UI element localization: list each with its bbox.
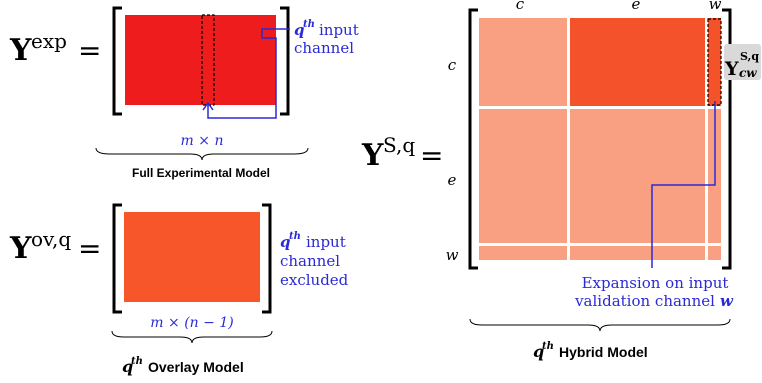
hybrid-block-we <box>570 246 705 260</box>
overlay-annotation-line1: input <box>306 233 346 251</box>
hybrid-block-ww <box>708 246 721 260</box>
hybrid-block-wc <box>479 246 567 260</box>
hybrid-cw-subscript: cw <box>739 66 757 80</box>
hybrid-cw-label: Y S,q cw <box>724 44 761 80</box>
overlay-model-equals: = <box>78 232 101 265</box>
overlay-caption-rest: Overlay Model <box>148 359 244 375</box>
overlay-caption-q: q <box>122 357 133 376</box>
full-annotation-line1: input <box>319 21 359 39</box>
overlay-model-brace <box>111 330 273 344</box>
hybrid-model-superscript: S,q <box>383 133 415 157</box>
full-model-block <box>125 15 276 105</box>
hybrid-col-label-w: w <box>709 0 722 13</box>
overlay-model-superscript: ov,q <box>31 227 71 251</box>
overlay-right-bracket <box>262 203 272 314</box>
full-annotation-line2: channel <box>294 39 354 57</box>
hybrid-block-ce <box>570 18 705 106</box>
hybrid-model-caption: q th Hybrid Model <box>533 341 648 361</box>
full-annotation-q: q <box>294 21 305 39</box>
overlay-model-symbol: Y <box>9 231 32 266</box>
q-channel-pointer-line <box>207 28 290 119</box>
full-model-equation: Y exp = <box>9 29 101 68</box>
overlay-model-equation: Y ov,q = <box>9 227 101 266</box>
full-model-symbol: Y <box>9 33 32 68</box>
full-model-dimension: m × n <box>181 133 224 149</box>
full-model-annotation: q th input channel <box>294 19 359 57</box>
expansion-pointer-line <box>651 101 716 268</box>
full-model-caption: Full Experimental Model <box>132 166 270 180</box>
hybrid-caption-q: q <box>533 342 544 361</box>
hybrid-column-labels: c e w <box>516 0 722 13</box>
hybrid-caption-rest: Hybrid Model <box>559 344 648 360</box>
hybrid-col-label-e: e <box>632 0 641 13</box>
overlay-annotation-q: q <box>280 233 291 251</box>
overlay-model-caption: q th Overlay Model <box>122 356 244 376</box>
expansion-annotation: Expansion on input validation channel w <box>574 274 734 310</box>
hybrid-right-bracket <box>722 8 732 270</box>
hybrid-model-equals: = <box>420 139 443 172</box>
full-right-bracket <box>280 6 290 116</box>
hybrid-block-ee <box>570 109 705 243</box>
overlay-annotation-line2: channel <box>280 252 340 270</box>
overlay-annotation-line3: excluded <box>280 271 349 289</box>
hybrid-left-bracket <box>468 8 478 270</box>
expansion-line2: validation channel <box>574 292 715 310</box>
overlay-model-annotation: q th input channel excluded <box>280 231 349 289</box>
full-annotation-th: th <box>303 19 315 30</box>
hybrid-model-equation: Y S,q = <box>361 133 443 173</box>
hybrid-block-cc <box>479 18 567 106</box>
overlay-left-bracket <box>112 203 122 314</box>
hybrid-block-cw <box>708 18 721 106</box>
hybrid-cw-label-box <box>724 44 761 80</box>
hybrid-caption-th: th <box>542 341 554 352</box>
q-channel-arrowhead <box>202 101 214 111</box>
overlay-model-block <box>124 212 260 302</box>
hybrid-block-ec <box>479 109 567 243</box>
expansion-line1: Expansion on input <box>582 274 729 292</box>
hybrid-model-symbol: Y <box>361 138 384 173</box>
overlay-model-dimension: m × (n − 1) <box>150 315 233 331</box>
full-model-matrix <box>112 6 290 119</box>
hybrid-cw-symbol: Y <box>724 58 739 80</box>
expansion-w: w <box>720 292 734 310</box>
hybrid-model-brace <box>469 318 731 332</box>
hybrid-row-label-c: c <box>448 56 457 74</box>
full-model-equals: = <box>78 34 101 67</box>
full-model-brace <box>95 147 309 161</box>
hybrid-row-label-e: e <box>448 171 457 189</box>
hybrid-model-matrix <box>468 8 732 270</box>
overlay-caption-th: th <box>131 356 143 367</box>
hybrid-col-label-c: c <box>516 0 525 13</box>
hybrid-row-label-w: w <box>446 246 459 264</box>
full-model-superscript: exp <box>31 29 67 53</box>
hybrid-cw-superscript: S,q <box>740 50 759 63</box>
overlay-annotation-th: th <box>289 231 301 242</box>
full-left-bracket <box>112 6 122 116</box>
hybrid-row-labels: c e w <box>446 56 459 264</box>
overlay-model-matrix <box>112 203 272 314</box>
